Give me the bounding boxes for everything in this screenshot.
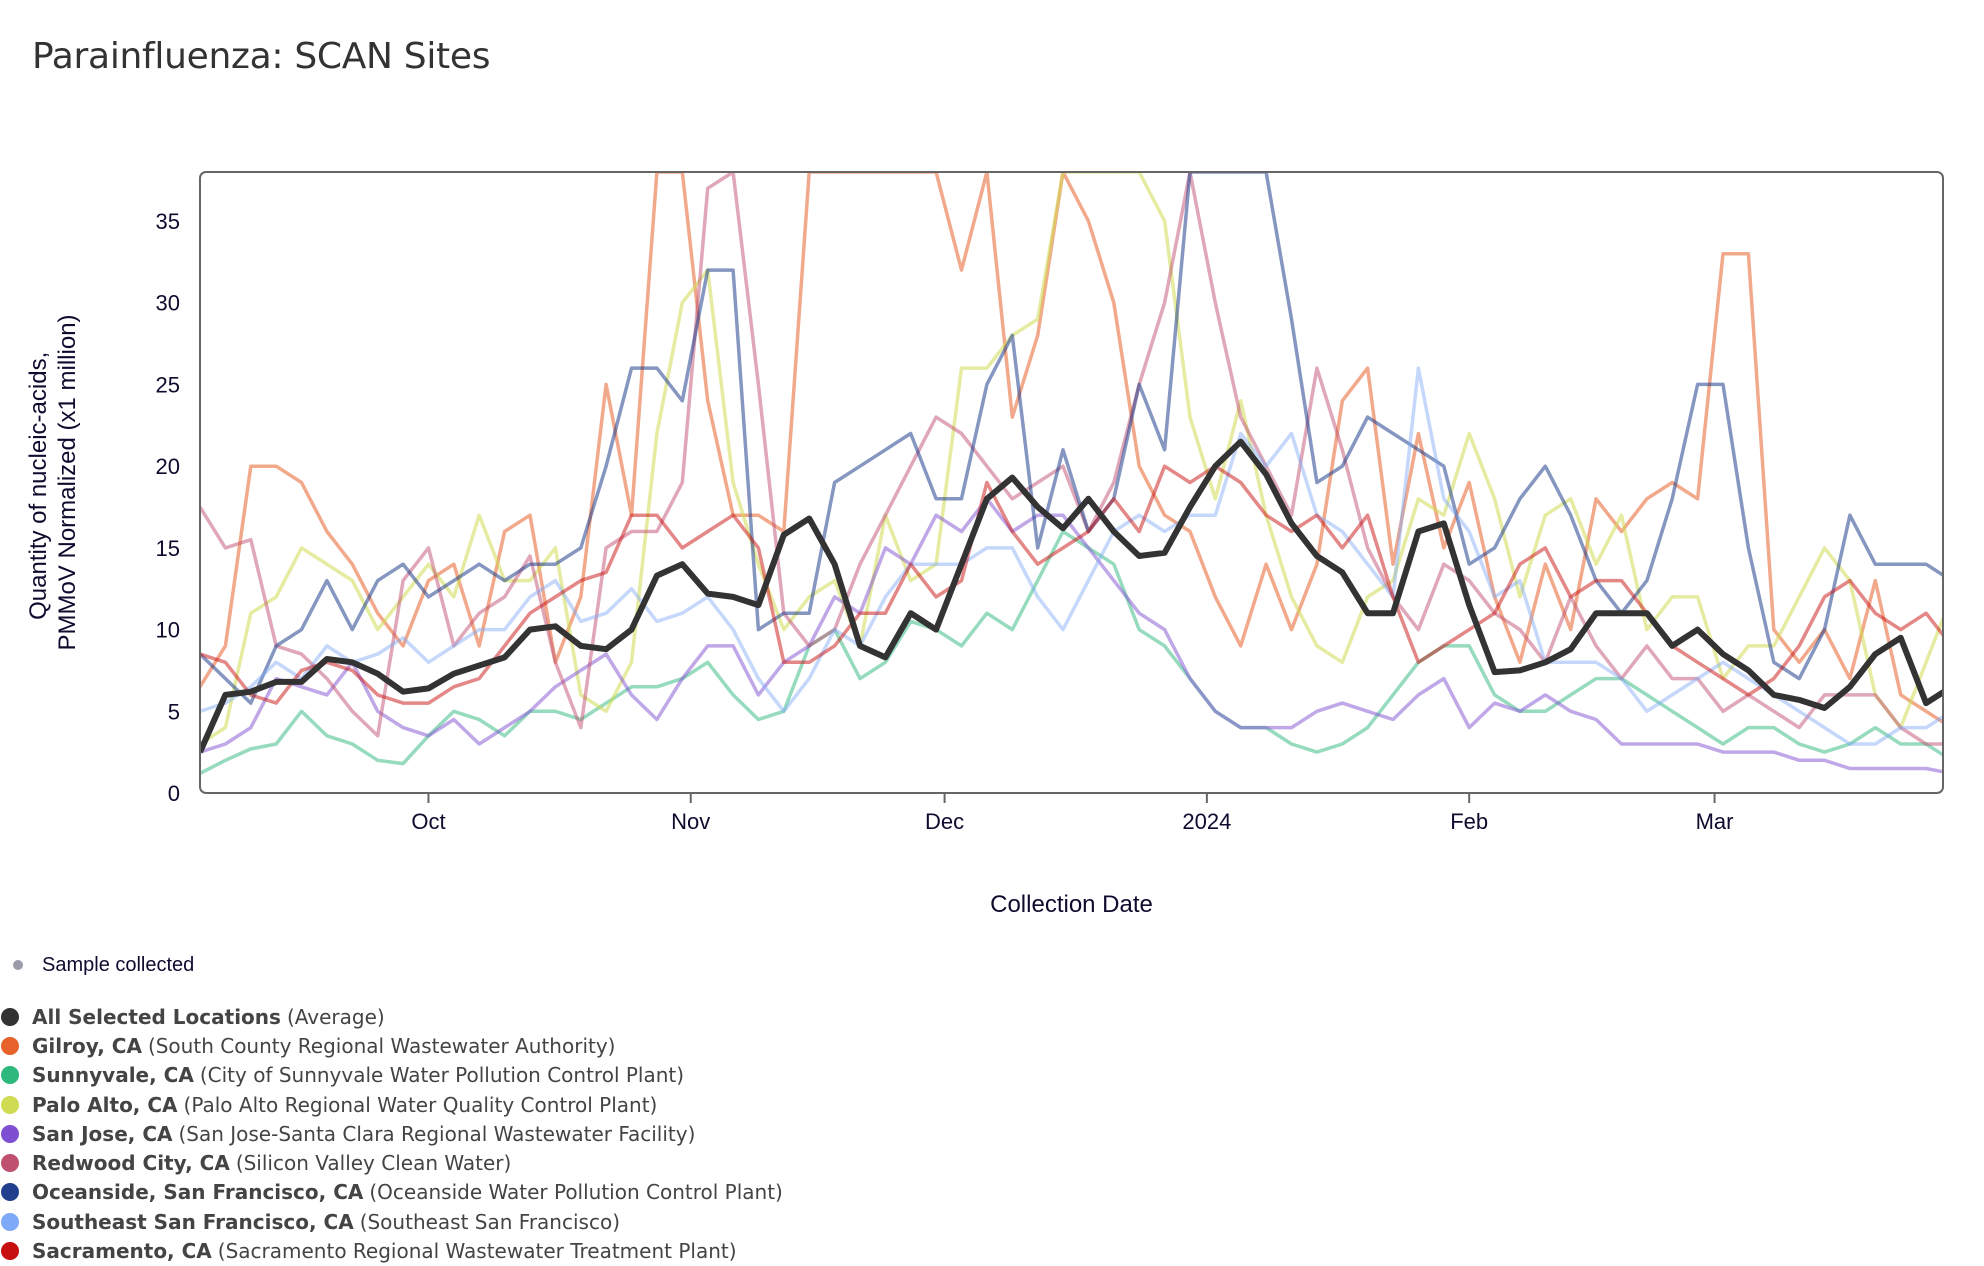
legend-dot-icon (1, 1124, 19, 1143)
series-line-all-selected-locations (200, 438, 1943, 754)
legend-item-gilroy[interactable]: Gilroy, CA (South County Regional Wastew… (0, 1031, 783, 1060)
legend-item-name: Sunnyvale, CA (32, 1063, 194, 1088)
legend-dot-icon (1, 1212, 19, 1231)
series-line-sunnyvale-ca (200, 529, 1943, 775)
legend-dot-icon (1, 1154, 19, 1173)
legend-item-desc: (South County Regional Wastewater Author… (147, 1033, 616, 1058)
legend-item-average[interactable]: All Selected Locations (Average) (0, 1002, 783, 1031)
x-tick-label: Feb (1450, 809, 1488, 834)
legend-item-palo-alto[interactable]: Palo Alto, CA (Palo Alto Regional Water … (0, 1090, 783, 1119)
y-axis-ticks: 0 5 10 15 20 25 30 35 (156, 209, 180, 806)
legend-item-desc: (Palo Alto Regional Water Quality Contro… (183, 1092, 658, 1117)
sample-dot-icon (13, 960, 23, 970)
y-tick-label: 0 (168, 781, 180, 806)
y-tick-label: 35 (156, 209, 180, 234)
x-axis-ticks: Oct Nov Dec 2024 Feb Mar (411, 793, 1733, 834)
legend-item-name: Sacramento, CA (32, 1239, 212, 1264)
y-axis-title-line-2: PMMoV Normalized (x1 million) (54, 314, 81, 650)
legend-items: All Selected Locations (Average) Gilroy,… (0, 1002, 783, 1266)
legend-dot-icon (1, 1066, 19, 1085)
legend-item-name: Palo Alto, CA (32, 1092, 178, 1117)
y-tick-label: 10 (156, 618, 180, 643)
series-layer (200, 172, 1943, 775)
legend-sample-collected: Sample collected (0, 948, 783, 982)
legend-dot-icon (1, 1095, 19, 1114)
x-tick-label: Dec (925, 809, 964, 834)
y-axis-title: Quantity of nucleic-acids, PMMoV Normali… (25, 314, 81, 650)
legend-item-desc: (City of Sunnyvale Water Pollution Contr… (199, 1063, 685, 1088)
legend-item-name: San Jose, CA (32, 1121, 173, 1146)
y-tick-label: 20 (156, 454, 180, 479)
plot-area-frame (199, 171, 1944, 794)
series-line-oceanside-san-francisco-ca (200, 172, 1943, 705)
legend-item-name: Southeast San Francisco, CA (32, 1209, 354, 1234)
legend-item-sunnyvale[interactable]: Sunnyvale, CA (City of Sunnyvale Water P… (0, 1061, 783, 1090)
legend-item-name: Redwood City, CA (32, 1151, 230, 1176)
legend-sample-label: Sample collected (42, 953, 195, 976)
legend-item-desc: (Sacramento Regional Wastewater Treatmen… (217, 1239, 737, 1264)
x-axis-title: Collection Date (990, 891, 1153, 918)
y-tick-label: 30 (156, 291, 180, 316)
y-tick-label: 5 (168, 699, 180, 724)
x-tick-label: Nov (671, 809, 710, 834)
legend-item-redwood-city[interactable]: Redwood City, CA (Silicon Valley Clean W… (0, 1148, 783, 1177)
legend-item-name: Oceanside, San Francisco, CA (32, 1180, 364, 1205)
x-tick-label: Mar (1696, 809, 1734, 834)
legend-dot-icon (1, 1183, 19, 1202)
y-tick-label: 15 (156, 536, 180, 561)
legend-item-desc: (Silicon Valley Clean Water) (235, 1151, 512, 1176)
legend-item-desc: (Oceanside Water Pollution Control Plant… (369, 1180, 783, 1205)
legend-dot-icon (1, 1007, 19, 1026)
legend-item-desc: (Average) (286, 1004, 385, 1029)
page-title: Parainfluenza: SCAN Sites (32, 36, 491, 77)
legend-item-desc: (San Jose-Santa Clara Regional Wastewate… (178, 1121, 696, 1146)
line-chart: 0 5 10 15 20 25 30 35 Oct Nov Dec 2024 Feb Mar Colle… (25, 171, 1944, 918)
legend-dot-icon (1, 1242, 19, 1261)
legend-item-name: Gilroy, CA (32, 1033, 142, 1058)
series-line-san-jose-ca (200, 497, 1943, 774)
legend-item-desc: (Southeast San Francisco) (359, 1209, 620, 1234)
series-line-sacramento-ca (200, 464, 1943, 705)
legend: Sample collected All Selected Locations … (0, 948, 783, 1266)
legend-item-san-jose[interactable]: San Jose, CA (San Jose-Santa Clara Regio… (0, 1119, 783, 1148)
series-line-palo-alto-ca (200, 172, 1943, 746)
legend-dot-icon (1, 1036, 19, 1055)
x-tick-label: 2024 (1182, 809, 1231, 834)
x-tick-label: Oct (411, 809, 445, 834)
y-axis-title-line-1: Quantity of nucleic-acids, (25, 352, 52, 620)
legend-item-southeast-sf[interactable]: Southeast San Francisco, CA (Southeast S… (0, 1207, 783, 1236)
legend-item-sacramento[interactable]: Sacramento, CA (Sacramento Regional Wast… (0, 1236, 783, 1265)
legend-item-oceanside[interactable]: Oceanside, San Francisco, CA (Oceanside … (0, 1178, 783, 1207)
legend-item-name: All Selected Locations (32, 1004, 281, 1029)
y-tick-label: 25 (156, 372, 180, 397)
